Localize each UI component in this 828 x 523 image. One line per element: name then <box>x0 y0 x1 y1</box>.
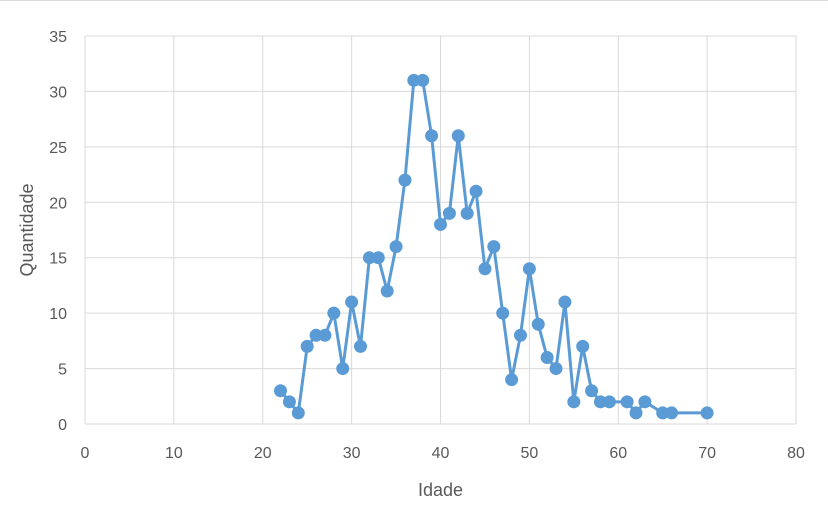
data-point <box>460 206 474 220</box>
data-point <box>513 328 527 342</box>
data-point <box>434 217 447 231</box>
x-tick-label: 0 <box>81 445 90 462</box>
data-point <box>629 406 643 420</box>
data-point <box>389 240 403 254</box>
data-point <box>540 350 554 364</box>
data-point <box>300 339 314 353</box>
y-tick-label: 25 <box>49 140 67 157</box>
data-point <box>576 339 590 353</box>
data-point <box>451 129 465 143</box>
x-tick-label: 30 <box>343 445 361 462</box>
y-tick-label: 0 <box>58 417 67 434</box>
x-tick-label: 50 <box>520 445 538 462</box>
y-tick-label: 5 <box>58 362 67 379</box>
data-point <box>585 384 599 398</box>
x-tick-label: 80 <box>787 445 805 462</box>
data-point <box>354 339 368 353</box>
data-point <box>620 395 634 409</box>
data-point <box>291 406 305 420</box>
data-point <box>558 295 572 309</box>
x-tick-label: 10 <box>165 445 183 462</box>
y-tick-label: 35 <box>49 29 67 46</box>
gridlines <box>84 35 797 425</box>
data-point <box>665 406 679 420</box>
x-tick-label: 70 <box>698 445 716 462</box>
y-axis-title: Quantidade <box>17 183 37 276</box>
data-point <box>442 206 456 220</box>
data-point <box>638 395 652 409</box>
x-tick-label: 20 <box>254 445 272 462</box>
data-point <box>602 395 616 409</box>
data-point <box>522 262 536 276</box>
data-point <box>469 184 483 198</box>
data-point <box>398 173 412 187</box>
x-tick-label: 60 <box>609 445 627 462</box>
data-point <box>496 306 510 320</box>
y-tick-label: 10 <box>49 306 67 323</box>
data-point <box>274 384 288 398</box>
data-point <box>425 129 439 143</box>
data-point <box>531 317 545 331</box>
data-point <box>345 295 359 309</box>
data-point <box>327 306 341 320</box>
data-point <box>549 362 563 376</box>
data-point <box>282 395 296 409</box>
data-point <box>487 240 501 254</box>
y-tick-label: 15 <box>49 251 67 268</box>
y-tick-label: 20 <box>49 195 67 212</box>
data-point <box>380 284 394 298</box>
tick-labels: 0 10 20 30 40 50 60 70 80 0 5 10 15 20 25 30 35 <box>49 29 805 462</box>
x-axis-title: Idade <box>418 480 463 500</box>
data-point <box>318 328 332 342</box>
data-point <box>700 406 714 420</box>
data-point <box>336 362 350 376</box>
data-point <box>371 251 385 265</box>
series-plot <box>274 73 714 420</box>
x-tick-label: 40 <box>432 445 450 462</box>
y-tick-label: 30 <box>49 84 67 101</box>
data-point <box>567 395 581 409</box>
data-point <box>478 262 492 276</box>
data-point <box>416 73 430 87</box>
data-point <box>505 373 519 387</box>
